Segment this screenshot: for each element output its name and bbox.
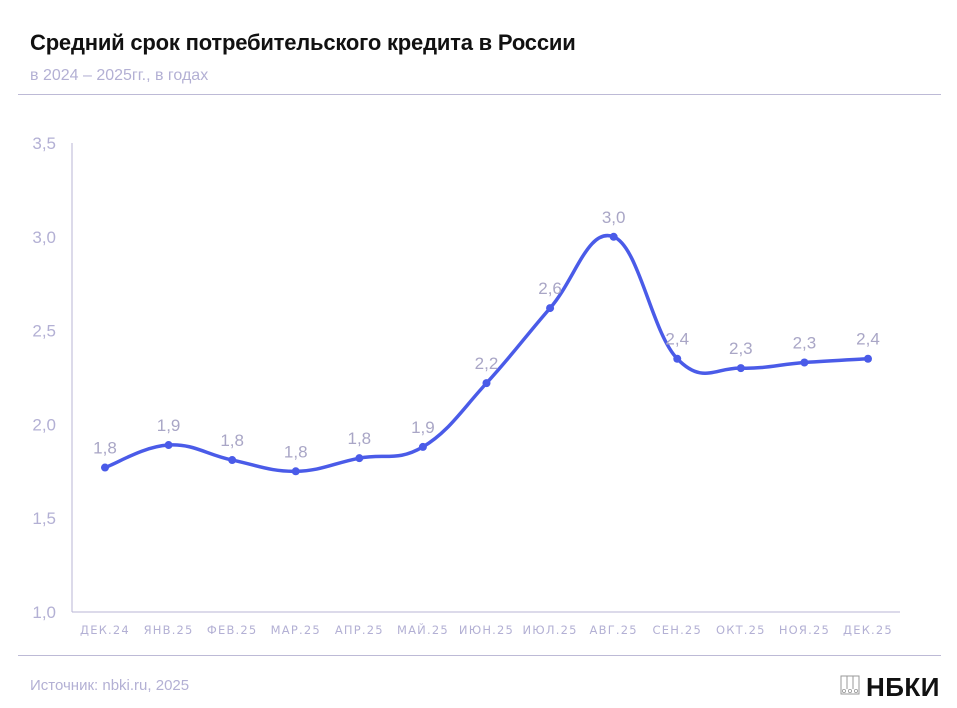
data-point [228,456,237,465]
x-tick-label: МАЙ.25 [397,622,449,637]
data-label: 1,9 [157,416,181,435]
x-tick-label: ИЮН.25 [459,623,514,637]
data-point [673,354,682,363]
data-point [291,467,300,476]
data-point [546,304,555,313]
y-tick-label: 3,0 [32,228,56,247]
data-point [164,441,173,450]
data-label: 2,6 [538,279,562,298]
chart-title: Средний срок потребительского кредита в … [30,30,576,55]
y-tick-label: 1,5 [32,509,56,528]
data-label: 1,8 [284,442,308,461]
x-tick-label: ДЕК.24 [80,623,130,637]
x-tick-label: МАР.25 [271,623,321,637]
data-label: 1,8 [220,431,244,450]
data-label: 3,0 [602,208,626,227]
y-tick-label: 2,0 [32,415,56,434]
data-label: 2,4 [856,330,880,349]
data-label: 2,4 [665,330,689,349]
nbki-logo-icon [840,675,860,700]
x-tick-label: СЕН.25 [653,623,702,637]
x-tick-label: АПР.25 [335,623,384,637]
chart-subtitle: в 2024 – 2025гг., в годах [30,67,209,84]
data-point [800,358,809,367]
data-point [482,379,491,388]
data-point [864,354,872,363]
data-label: 2,3 [729,339,753,358]
x-tick-label: ЯНВ.25 [144,623,194,637]
y-tick-label: 3,5 [32,134,56,153]
data-point [609,232,618,241]
data-label: 2,3 [793,333,817,352]
y-tick-label: 2,5 [32,322,56,341]
x-tick-label: НОЯ.25 [779,623,830,637]
x-tick-label: ОКТ.25 [716,623,766,637]
data-label: 1,8 [348,429,372,448]
y-tick-label: 1,0 [32,603,56,622]
data-label: 1,8 [93,439,117,458]
footer-divider [18,655,941,656]
data-label: 2,2 [475,354,499,373]
nbki-logo: НБКИ [840,672,940,703]
data-point [418,442,427,451]
x-tick-label: АВГ.25 [590,623,638,637]
data-point [736,364,745,373]
data-point [101,463,109,472]
nbki-logo-text: НБКИ [865,672,940,702]
data-point [355,454,364,463]
source-note: Источник: nbki.ru, 2025 [30,677,190,694]
x-tick-label: ИЮЛ.25 [523,623,578,637]
header-divider [18,94,941,95]
x-tick-label: ДЕК.25 [843,623,893,637]
data-label: 1,9 [411,418,435,437]
x-tick-label: ФЕВ.25 [207,623,258,637]
